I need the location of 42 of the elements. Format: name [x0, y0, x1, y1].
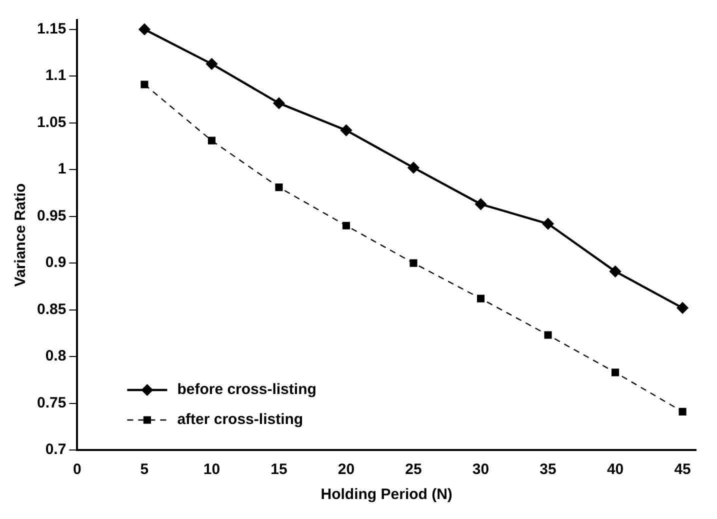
- y-tick-label: 0.8: [45, 348, 66, 365]
- point: [408, 162, 420, 174]
- x-tick-label: 0: [73, 461, 82, 478]
- x-tick-label: 30: [472, 461, 490, 478]
- point: [610, 266, 621, 278]
- point: [273, 98, 285, 109]
- point: [475, 198, 486, 210]
- point: [140, 80, 148, 88]
- y-tick-label: 0.9: [45, 254, 66, 272]
- y-tick-label: 0.7: [45, 441, 66, 458]
- point: [676, 302, 688, 314]
- y-axis-title: Variance Ratio: [12, 183, 30, 287]
- point: [476, 294, 485, 302]
- x-tick-label: 15: [270, 461, 288, 478]
- point: [410, 259, 418, 267]
- x-tick-label: 40: [606, 461, 624, 478]
- x-axis-title: Holding Period (N): [320, 486, 452, 504]
- y-tick-label: 1.15: [36, 20, 66, 38]
- point: [612, 368, 620, 376]
- y-tick-label: 1.05: [36, 114, 66, 131]
- y-tick-label: 0.75: [36, 394, 66, 412]
- x-tick-label: 45: [674, 461, 691, 478]
- y-tick-label: 0.95: [36, 207, 66, 224]
- point: [208, 136, 216, 144]
- point: [678, 408, 686, 416]
- point: [544, 331, 552, 339]
- x-tick-label: 5: [140, 461, 149, 478]
- x-tick-label: 10: [203, 461, 220, 478]
- x-tick-label: 25: [405, 461, 422, 478]
- point: [138, 24, 150, 35]
- x-tick-label: 20: [338, 461, 355, 478]
- point: [206, 58, 218, 70]
- point: [542, 218, 554, 230]
- y-tick-label: 1: [58, 160, 66, 178]
- y-tick-label: 0.85: [36, 300, 66, 318]
- x-tick-label: 35: [540, 461, 556, 478]
- point: [340, 124, 352, 136]
- point: [275, 184, 283, 192]
- legend-label: after cross-listing: [177, 411, 304, 428]
- legend-label: before cross-listing: [177, 381, 316, 398]
- point: [342, 222, 350, 230]
- y-tick-label: 1.1: [45, 67, 66, 84]
